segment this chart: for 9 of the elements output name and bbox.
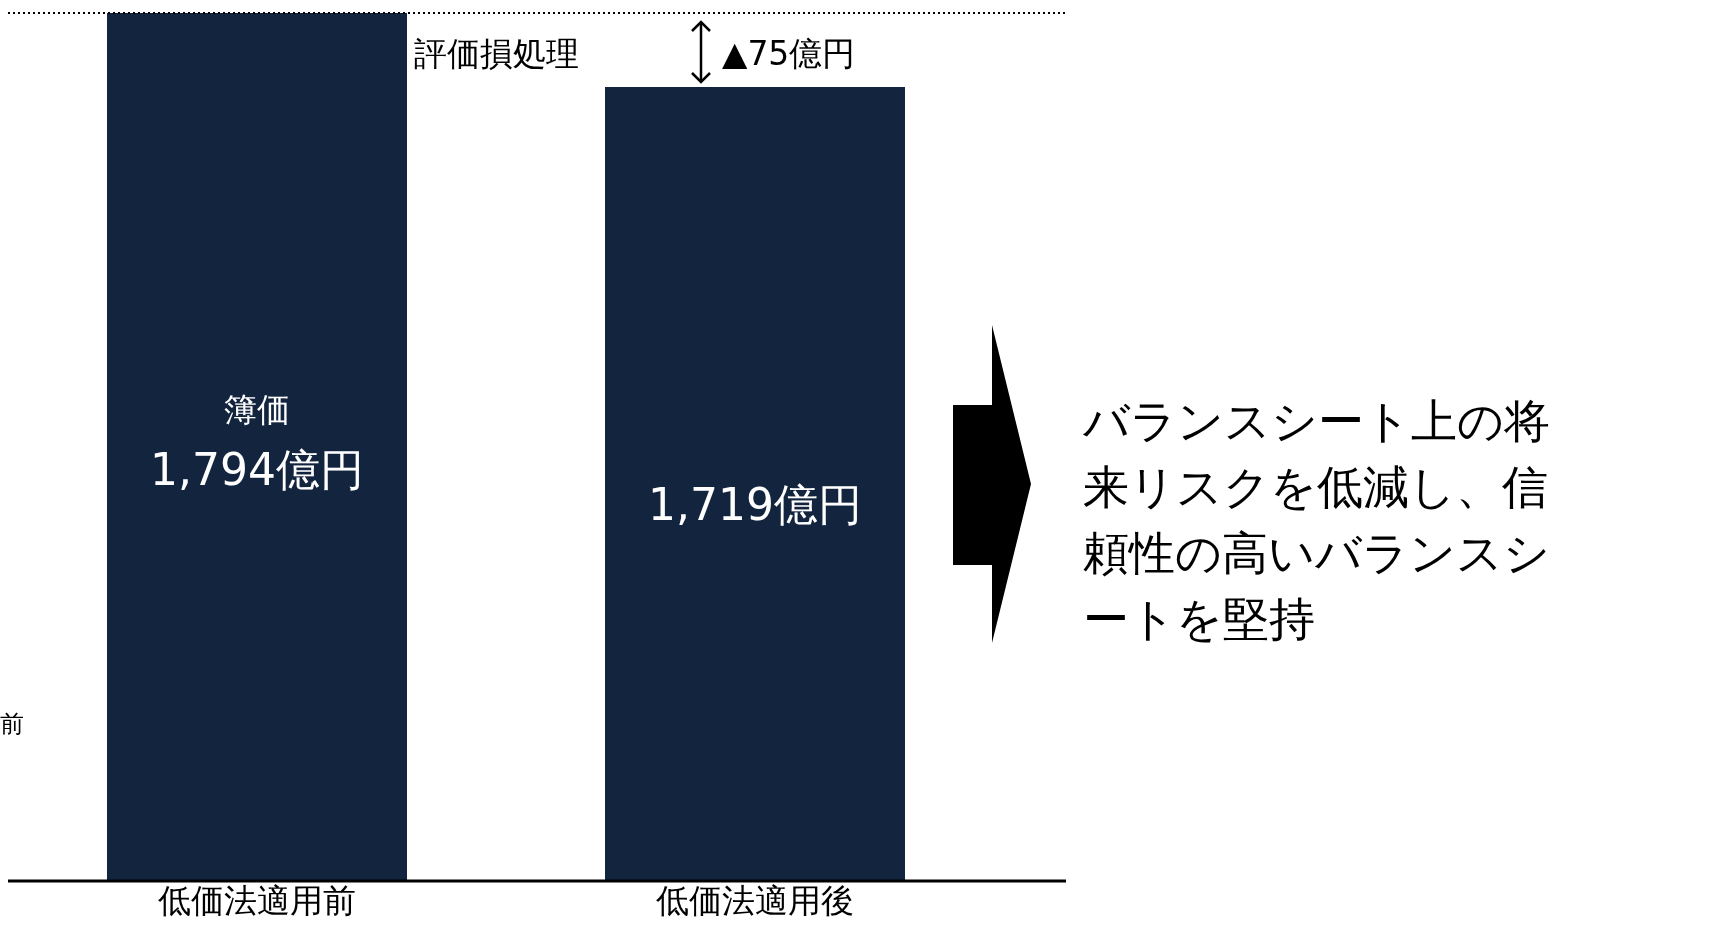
data-label: 1,794億円 — [150, 444, 364, 496]
annotation: 評価損処理 — [414, 33, 579, 75]
annotation: ▲75億円 — [722, 33, 856, 75]
annotation: 前 — [0, 709, 24, 740]
annotation: 簿価 — [223, 389, 291, 431]
data-label: 1,719億円 — [648, 478, 862, 530]
text: バランスシート上の将来リスクを低減し、信頼性の高いバランスシートを堅持 — [1083, 393, 1551, 648]
x-tick-label: 低価法適用前 — [158, 881, 356, 921]
x-tick-label: 低価法適用後 — [656, 881, 854, 921]
